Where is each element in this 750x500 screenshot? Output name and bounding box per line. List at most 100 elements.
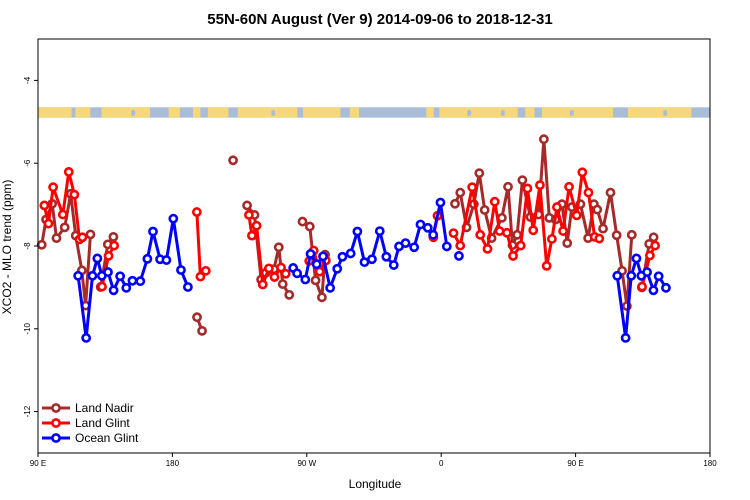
- data-point: [352, 226, 363, 237]
- data-point: [317, 292, 327, 303]
- data-point: [108, 285, 119, 296]
- data-point: [503, 181, 513, 192]
- land-mass: [207, 107, 229, 118]
- data-point: [535, 180, 545, 191]
- data-point: [359, 257, 370, 268]
- data-point: [297, 216, 308, 227]
- x-axis-ticks: 90 E 180 90 W 0 90 E 180: [30, 453, 717, 468]
- data-point: [592, 204, 603, 215]
- data-point: [441, 241, 452, 252]
- data-point: [648, 232, 659, 243]
- land-ocean-band: [38, 107, 710, 118]
- data-point: [242, 200, 252, 211]
- data-point: [276, 262, 286, 273]
- chart-title: 55N-60N August (Ver 9) 2014-09-06 to 201…: [207, 11, 552, 28]
- data-point: [192, 312, 202, 323]
- data-point: [39, 200, 50, 211]
- data-point: [528, 225, 539, 236]
- data-point: [311, 259, 322, 270]
- data-point: [620, 333, 631, 343]
- data-point: [409, 242, 420, 253]
- y-tick-label: -8: [23, 242, 32, 250]
- legend-swatch-marker: [51, 418, 61, 428]
- land-mass: [75, 107, 91, 118]
- land-mass: [38, 107, 72, 118]
- data-point: [36, 239, 47, 250]
- data-point: [176, 265, 186, 275]
- data-point: [244, 210, 254, 220]
- series-ocean-glint: [73, 197, 671, 343]
- data-point: [637, 281, 647, 292]
- data-point: [148, 226, 158, 237]
- ocean-inlet: [500, 110, 505, 116]
- x-tick-label: 180: [166, 459, 180, 468]
- land-mass: [542, 107, 613, 118]
- data-point: [168, 213, 179, 224]
- data-point: [475, 229, 486, 240]
- data-point: [73, 270, 84, 281]
- data-point: [435, 197, 446, 208]
- data-point: [594, 233, 605, 244]
- data-point: [81, 333, 92, 343]
- data-point: [642, 267, 652, 277]
- data-point: [127, 275, 138, 286]
- legend-label: Land Glint: [75, 416, 130, 430]
- data-point: [103, 267, 113, 277]
- land-mass: [426, 107, 434, 118]
- data-point: [277, 279, 288, 289]
- data-point: [583, 187, 594, 198]
- data-point: [650, 240, 661, 251]
- data-point: [197, 325, 207, 336]
- data-point: [273, 242, 284, 253]
- data-point: [59, 222, 70, 233]
- legend-label: Ocean Glint: [75, 431, 139, 445]
- land-mass: [192, 107, 201, 118]
- ocean-inlet: [467, 110, 472, 116]
- data-point: [541, 260, 552, 271]
- data-point: [450, 198, 460, 209]
- data-point: [135, 276, 146, 287]
- data-point: [374, 226, 385, 236]
- y-tick-label: -10: [23, 322, 32, 334]
- land-mass: [237, 107, 298, 118]
- data-point: [69, 189, 80, 200]
- data-point: [562, 238, 573, 249]
- ocean-inlet: [131, 110, 136, 116]
- data-point: [653, 271, 664, 282]
- data-point: [455, 240, 466, 251]
- y-axis-label: XCO2 - MLO trend (ppm): [0, 180, 14, 315]
- ocean-inlet: [271, 110, 276, 116]
- data-point: [508, 251, 518, 261]
- data-point: [57, 209, 68, 220]
- data-point: [455, 187, 466, 198]
- data-point: [612, 270, 623, 281]
- data-point: [337, 251, 348, 262]
- data-point: [546, 234, 557, 244]
- x-axis-label: Longitude: [349, 477, 402, 491]
- data-point: [479, 205, 490, 215]
- data-point: [422, 222, 433, 233]
- y-tick-label: -12: [23, 405, 32, 417]
- data-point: [251, 220, 262, 231]
- ocean-band: [38, 107, 710, 118]
- land-mass: [627, 107, 692, 118]
- data-point: [310, 275, 321, 286]
- data-point: [269, 272, 280, 282]
- data-point: [577, 167, 588, 178]
- data-point: [332, 263, 343, 274]
- data-point: [564, 181, 574, 192]
- data-point: [109, 240, 120, 251]
- data-point: [474, 168, 485, 179]
- data-point: [305, 248, 316, 259]
- data-point: [605, 187, 616, 198]
- data-point: [264, 263, 274, 274]
- x-tick-label: 90 E: [567, 459, 583, 468]
- data-point: [77, 232, 88, 243]
- data-point: [292, 268, 302, 279]
- land-mass: [439, 107, 518, 118]
- land-mass: [303, 107, 341, 118]
- data-point: [142, 253, 153, 264]
- data-point: [489, 196, 500, 207]
- data-point: [661, 282, 671, 293]
